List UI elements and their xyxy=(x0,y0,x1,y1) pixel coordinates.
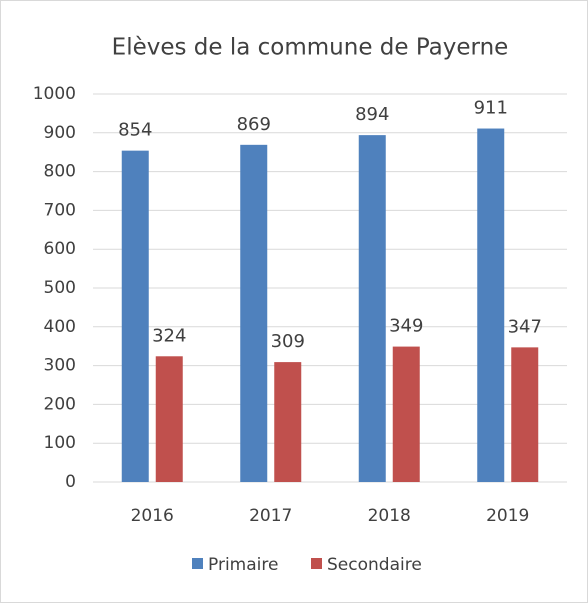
data-label: 854 xyxy=(118,120,152,141)
chart-title: Elèves de la commune de Payerne xyxy=(112,35,509,61)
y-tick-label: 800 xyxy=(44,162,76,182)
y-tick-label: 100 xyxy=(44,433,76,453)
y-tick-label: 300 xyxy=(44,356,76,376)
x-tick-label: 2018 xyxy=(368,506,411,526)
data-label: 894 xyxy=(355,104,389,125)
data-label: 869 xyxy=(237,114,271,135)
bar xyxy=(392,346,420,482)
x-tick-label: 2016 xyxy=(131,506,174,526)
y-tick-label: 700 xyxy=(44,200,76,220)
bar xyxy=(477,128,505,483)
legend-swatch xyxy=(192,558,203,569)
legend-label: Primaire xyxy=(208,555,278,575)
data-label: 911 xyxy=(474,98,508,119)
y-tick-label: 500 xyxy=(44,278,76,298)
y-tick-label: 900 xyxy=(44,123,76,143)
bar xyxy=(358,135,386,483)
bar xyxy=(121,150,149,482)
x-tick-label: 2017 xyxy=(249,506,292,526)
x-tick-label: 2019 xyxy=(486,506,529,526)
legend-swatch xyxy=(311,558,322,569)
y-tick-label: 0 xyxy=(65,472,76,492)
y-tick-label: 1000 xyxy=(33,84,76,104)
data-label: 347 xyxy=(508,316,542,337)
bar xyxy=(274,362,302,482)
y-tick-label: 600 xyxy=(44,239,76,259)
legend-label: Secondaire xyxy=(327,555,422,575)
y-tick-label: 400 xyxy=(44,317,76,337)
bar xyxy=(155,356,183,482)
data-label: 349 xyxy=(389,316,423,337)
bar xyxy=(511,347,539,482)
data-label: 324 xyxy=(152,325,186,346)
data-label: 309 xyxy=(271,331,305,352)
bar xyxy=(240,144,268,482)
y-tick-label: 200 xyxy=(44,394,76,414)
